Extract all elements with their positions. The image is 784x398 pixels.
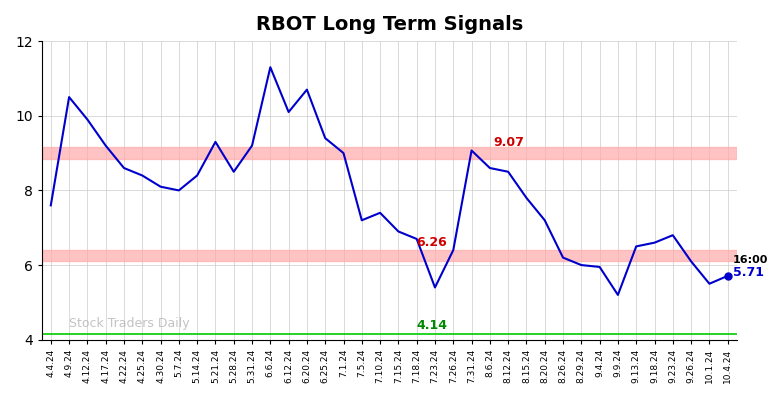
Bar bbox=[42, 148, 737, 159]
Text: 6.26: 6.26 bbox=[416, 236, 448, 250]
Bar bbox=[42, 250, 737, 261]
Text: 16:00: 16:00 bbox=[733, 255, 768, 265]
Text: 5.71: 5.71 bbox=[733, 266, 764, 279]
Text: 4.14: 4.14 bbox=[416, 318, 448, 332]
Text: 9.07: 9.07 bbox=[493, 136, 524, 148]
Text: Stock Traders Daily: Stock Traders Daily bbox=[69, 317, 190, 330]
Title: RBOT Long Term Signals: RBOT Long Term Signals bbox=[256, 15, 523, 34]
